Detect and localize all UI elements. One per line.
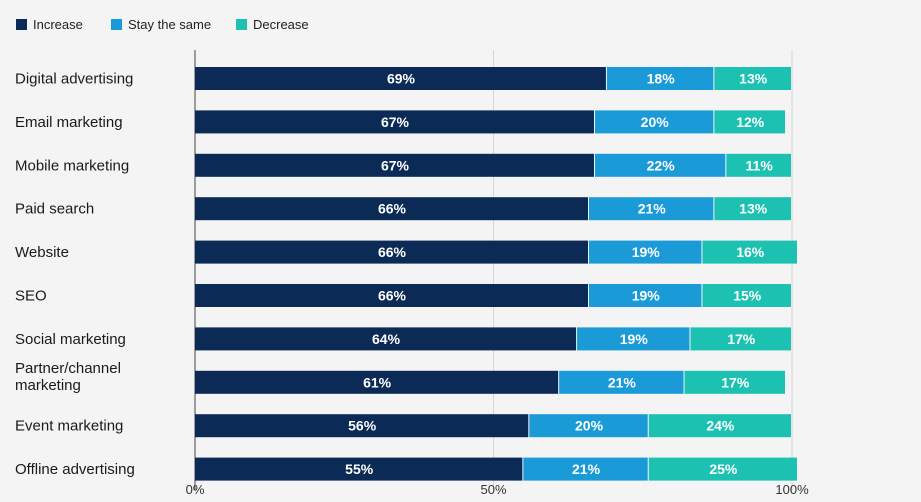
bar-3-0 [195, 197, 589, 221]
bar-4-0 [195, 240, 589, 264]
bar-value-label-3-0: 66% [378, 201, 407, 217]
category-label-1-line-0: Email marketing [15, 114, 123, 131]
category-label-5: SEO [15, 288, 47, 305]
category-label-4: Website [15, 244, 69, 261]
bar-value-label-4-0: 66% [378, 244, 407, 260]
legend-label-0: Increase [33, 17, 83, 32]
bar-value-label-6-2: 17% [727, 331, 756, 347]
bar-2-0 [195, 153, 594, 177]
bar-9-0 [195, 457, 523, 481]
x-axis: 0% 50% 100% [186, 482, 809, 497]
bar-5-1 [589, 284, 702, 307]
bar-value-label-7-1: 21% [608, 374, 637, 390]
category-label-6-line-0: Social marketing [15, 331, 126, 348]
bar-9-2 [648, 457, 797, 481]
bar-6-1 [577, 327, 690, 351]
x-tick-label-0: 0% [186, 482, 205, 497]
bar-8-0 [195, 414, 529, 438]
bar-7-0 [195, 370, 559, 394]
bar-value-label-1-2: 12% [736, 114, 765, 130]
category-labels: Digital advertising Email marketing Mobile… [15, 71, 135, 479]
bar-value-label-7-0: 61% [363, 374, 392, 390]
bar-value-label-5-2: 15% [733, 288, 762, 304]
bar-2-2 [726, 153, 791, 177]
legend-swatch-0 [16, 19, 27, 30]
bar-value-label-3-2: 13% [739, 201, 768, 217]
bar-value-label-4-2: 16% [736, 244, 765, 260]
category-label-8-line-0: Event marketing [15, 418, 123, 435]
legend-swatch-1 [111, 19, 122, 30]
bar-3-1 [589, 197, 714, 221]
bar-8-2 [648, 414, 791, 438]
bar-0-1 [606, 67, 714, 90]
legend-label-1: Stay the same [128, 17, 211, 32]
bar-value-label-0-0: 69% [387, 71, 416, 87]
bar-5-2 [702, 284, 791, 307]
legend-swatch-2 [236, 19, 247, 30]
category-label-9-line-0: Offline advertising [15, 461, 135, 478]
bar-value-label-8-2: 24% [706, 418, 735, 434]
bar-value-label-2-0: 67% [381, 157, 410, 173]
category-label-1: Email marketing [15, 114, 123, 131]
category-label-3: Paid search [15, 201, 94, 218]
bar-value-label-2-1: 22% [647, 157, 676, 173]
category-label-4-line-0: Website [15, 244, 69, 261]
bar-value-label-9-1: 21% [572, 461, 601, 477]
bar-7-2 [684, 370, 786, 394]
bar-4-2 [702, 240, 797, 264]
bar-2-1 [594, 153, 726, 177]
bar-5-0 [195, 284, 589, 307]
bar-6-0 [195, 327, 577, 351]
bars: 69% 18% 13% 67% 20% 12% 67% 22% 11% 66% 21% 13% 66% 1… [195, 67, 797, 481]
category-label-3-line-0: Paid search [15, 201, 94, 218]
x-tick-label-2: 100% [775, 482, 809, 497]
bar-8-1 [529, 414, 648, 438]
bar-9-1 [523, 457, 648, 481]
bar-value-label-5-0: 66% [378, 288, 407, 304]
category-label-6: Social marketing [15, 331, 126, 348]
bar-value-label-6-0: 64% [372, 331, 401, 347]
bar-value-label-9-0: 55% [345, 461, 374, 477]
bar-value-label-4-1: 19% [632, 244, 661, 260]
bar-0-2 [714, 67, 791, 90]
category-label-8: Event marketing [15, 418, 123, 435]
bar-value-label-3-1: 21% [638, 201, 667, 217]
bar-value-label-8-0: 56% [348, 418, 377, 434]
bar-value-label-0-1: 18% [647, 71, 676, 87]
bar-6-2 [690, 327, 791, 351]
legend-label-2: Decrease [253, 17, 309, 32]
category-label-7: Partner/channel marketing [15, 360, 121, 394]
legend: Increase Stay the same Decrease [16, 17, 309, 32]
bar-0-0 [195, 67, 606, 90]
bar-1-0 [195, 110, 594, 134]
bar-7-1 [559, 370, 684, 394]
bar-value-label-1-0: 67% [381, 114, 410, 130]
category-label-0: Digital advertising [15, 71, 133, 88]
bar-value-label-9-2: 25% [709, 461, 738, 477]
bar-value-label-2-2: 11% [746, 157, 774, 173]
bar-1-1 [594, 110, 714, 134]
bar-1-2 [714, 110, 786, 134]
bar-3-2 [714, 197, 791, 221]
bar-value-label-7-2: 17% [721, 374, 750, 390]
bar-value-label-5-1: 19% [632, 288, 661, 304]
bar-value-label-8-1: 20% [575, 418, 604, 434]
bar-value-label-1-1: 20% [641, 114, 670, 130]
category-label-2-line-0: Mobile marketing [15, 157, 129, 174]
category-label-7-line-0: Partner/channel [15, 360, 121, 377]
bar-value-label-0-2: 13% [739, 71, 768, 87]
category-label-5-line-0: SEO [15, 288, 47, 305]
bar-value-label-6-1: 19% [620, 331, 649, 347]
category-label-7-line-1: marketing [15, 377, 81, 394]
category-label-0-line-0: Digital advertising [15, 71, 133, 88]
category-label-9: Offline advertising [15, 461, 135, 478]
category-label-2: Mobile marketing [15, 157, 129, 174]
bar-4-1 [589, 240, 702, 264]
x-tick-label-1: 50% [480, 482, 506, 497]
